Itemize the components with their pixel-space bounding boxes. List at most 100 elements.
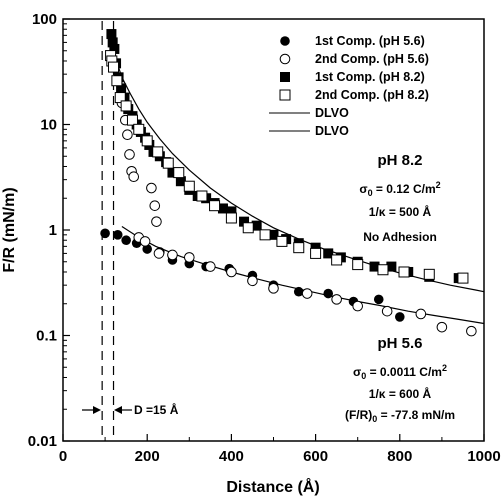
x-tick-label-1: 200 [135, 448, 160, 465]
data-point-s2-22 [217, 203, 228, 214]
y-tick-label-3: 10 [40, 117, 57, 134]
data-point-s2-30 [323, 248, 334, 259]
y-tick-label-1: 0.1 [36, 328, 57, 345]
data-point-s2-1 [107, 37, 118, 48]
data-point-s2-0 [106, 29, 117, 40]
data-point-s3-5 [120, 100, 132, 112]
ph56-title: pH 5.6 [377, 335, 422, 352]
legend-label-2nd-ph82: 2nd Comp. (pH 8.2) [315, 88, 429, 102]
data-point-s3-22 [352, 259, 364, 271]
data-point-s3-10 [162, 157, 174, 169]
x-tick-label-4: 800 [387, 448, 412, 465]
data-point-s3-23 [377, 264, 389, 276]
data-point-s3-11 [173, 167, 185, 179]
data-point-s1-20 [352, 300, 364, 312]
legend-label-dlvo-2: DLVO [315, 124, 349, 138]
data-point-s1-17 [268, 283, 279, 294]
data-point-s1-8 [146, 182, 157, 194]
y-tick-label-2: 1 [49, 222, 57, 239]
data-point-s3-15 [225, 212, 237, 224]
legend-label-1st-ph56: 1st Comp. (pH 5.6) [315, 34, 425, 48]
ph82-adhesion: No Adhesion [363, 230, 437, 244]
data-point-s1-14 [205, 261, 216, 272]
data-point-s1-21 [381, 305, 393, 317]
data-point-s3-8 [141, 135, 153, 147]
data-point-s2-17 [175, 176, 186, 187]
data-point-s3-3 [111, 75, 123, 87]
ph82-debye-length: 1/κ = 500 Å [369, 204, 432, 219]
data-point-s1-10 [151, 216, 162, 227]
data-point-s3-21 [331, 254, 343, 266]
data-point-s0-13 [323, 288, 334, 299]
data-point-s3-7 [133, 123, 145, 135]
data-point-s3-24 [398, 266, 410, 278]
data-point-s1-9 [149, 200, 161, 211]
data-point-s3-13 [196, 190, 208, 202]
ph56-surface-charge: σ0 = 0.0011 C/m2 [353, 363, 447, 381]
data-point-s3-12 [183, 180, 195, 192]
data-point-s1-18 [301, 288, 313, 299]
data-point-s2-25 [251, 220, 262, 231]
data-point-s1-12 [167, 249, 178, 261]
data-point-s1-22 [415, 308, 427, 320]
data-point-s3-25 [423, 268, 435, 280]
x-axis-title: Distance (Å) [226, 477, 319, 496]
data-point-s1-2 [122, 129, 133, 141]
data-point-s0-2 [121, 235, 131, 246]
annotation-ph82: pH 8.2 σ0 = 0.12 C/m2 1/κ = 500 Å No Adh… [359, 152, 440, 244]
legend-label-1st-ph82: 1st Comp. (pH 8.2) [315, 70, 425, 84]
data-point-s3-19 [293, 242, 305, 254]
data-point-s2-29 [310, 242, 321, 253]
d-arrowhead-right [114, 406, 122, 414]
data-point-s1-19 [331, 294, 342, 305]
ph56-debye-length: 1/κ = 600 Å [369, 386, 432, 401]
x-tick-label-5: 1000 [467, 448, 500, 465]
data-point-s0-15 [373, 294, 384, 305]
data-point-s3-6 [126, 114, 138, 126]
d-arrowhead-left [93, 406, 101, 414]
legend-label-2nd-ph56: 2nd Comp. (pH 5.6) [315, 52, 429, 66]
data-point-s0-1 [112, 230, 123, 240]
annotation-ph56: pH 5.6 σ0 = 0.0011 C/m2 1/κ = 600 Å (F/R… [345, 335, 455, 424]
data-point-s3-26 [457, 272, 469, 284]
data-point-s3-20 [310, 247, 322, 259]
ph56-adhesion: (F/R)0 = -77.8 mN/m [345, 408, 455, 424]
legend-marker-2nd-ph56 [279, 53, 291, 65]
data-point-s0-12 [293, 286, 304, 297]
data-point-s3-4 [114, 92, 126, 104]
data-point-s1-24 [466, 325, 477, 337]
data-point-s3-14 [209, 200, 221, 212]
plot-marks [100, 21, 485, 441]
data-point-s2-23 [226, 206, 237, 217]
data-point-s1-7 [139, 236, 151, 247]
d-label: D =15 Å [134, 402, 179, 417]
x-tick-label-3: 600 [303, 448, 328, 465]
data-point-s3-18 [276, 235, 288, 247]
data-point-s3-17 [259, 229, 271, 241]
data-point-s1-16 [247, 275, 258, 287]
legend-label-dlvo-1: DLVO [315, 106, 349, 120]
data-point-s1-5 [128, 171, 140, 183]
legend-marker-1st-ph82 [280, 72, 290, 82]
legend: 1st Comp. (pH 5.6) 2nd Comp. (pH 5.6) 1s… [269, 34, 429, 138]
data-point-s1-13 [184, 252, 195, 263]
data-point-s3-16 [242, 222, 254, 234]
data-point-s2-26 [268, 229, 279, 240]
legend-marker-2nd-ph82 [279, 89, 291, 101]
x-axis-ticks: 0 200 400 600 800 1000 [59, 434, 501, 465]
legend-marker-1st-ph56 [280, 36, 290, 46]
data-point-s2-34 [386, 261, 397, 272]
data-point-s2-24 [239, 216, 250, 227]
y-axis-title: F/R (mN/m) [1, 187, 18, 272]
data-point-s1-15 [226, 266, 237, 278]
data-point-s0-16 [395, 312, 405, 322]
d-marker: D =15 Å [82, 402, 179, 417]
data-point-s2-2 [109, 43, 120, 54]
data-point-s0-0 [100, 228, 110, 239]
x-tick-label-2: 400 [219, 448, 244, 465]
y-axis-ticks: 0.01 0.1 1 10 100 [28, 11, 70, 450]
data-point-s2-16 [167, 167, 178, 178]
data-point-s1-23 [436, 321, 448, 333]
data-point-s3-9 [152, 146, 164, 158]
